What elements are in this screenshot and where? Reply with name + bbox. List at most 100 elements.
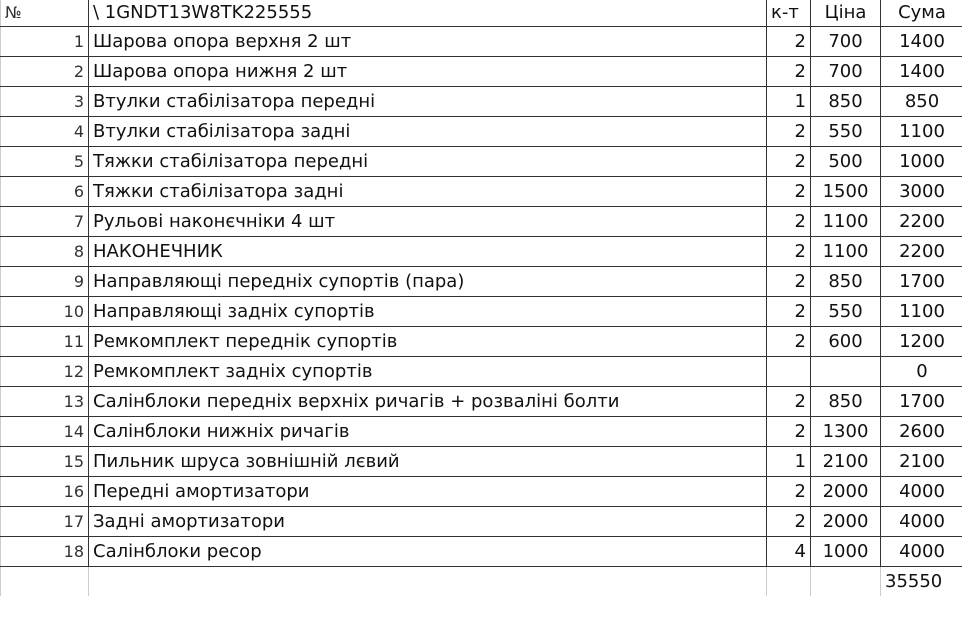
price-cell[interactable]: [810, 355, 881, 387]
row-number-cell[interactable]: 2: [0, 55, 89, 87]
quantity-cell[interactable]: 1: [766, 445, 811, 477]
part-name-cell[interactable]: Тяжки стабілізатора задні: [88, 175, 767, 207]
empty-cell[interactable]: [0, 565, 89, 596]
sum-cell[interactable]: 0: [880, 355, 962, 387]
row-number-cell[interactable]: 5: [0, 145, 89, 177]
total-sum-cell[interactable]: 35550: [880, 565, 962, 596]
row-number-cell[interactable]: 12: [0, 355, 89, 387]
price-cell[interactable]: 1300: [810, 415, 881, 447]
sum-cell[interactable]: 1700: [880, 265, 962, 297]
quantity-cell[interactable]: 2: [766, 415, 811, 447]
row-number-cell[interactable]: 4: [0, 115, 89, 147]
part-name-cell[interactable]: Задні амортизатори: [88, 505, 767, 537]
price-cell[interactable]: 1100: [810, 205, 881, 237]
price-cell[interactable]: 2000: [810, 505, 881, 537]
quantity-cell[interactable]: 2: [766, 115, 811, 147]
row-number-cell[interactable]: 7: [0, 205, 89, 237]
part-name-cell[interactable]: Передні амортизатори: [88, 475, 767, 507]
quantity-cell[interactable]: 4: [766, 535, 811, 567]
quantity-cell[interactable]: 2: [766, 505, 811, 537]
quantity-cell[interactable]: 2: [766, 145, 811, 177]
header-price[interactable]: Ціна: [810, 0, 881, 27]
price-cell[interactable]: 700: [810, 25, 881, 57]
sum-cell[interactable]: 1100: [880, 115, 962, 147]
sum-cell[interactable]: 850: [880, 85, 962, 117]
empty-cell[interactable]: [88, 565, 767, 596]
sum-cell[interactable]: 1200: [880, 325, 962, 357]
header-sum[interactable]: Сума: [880, 0, 962, 27]
sum-cell[interactable]: 2200: [880, 235, 962, 267]
sum-cell[interactable]: 1100: [880, 295, 962, 327]
row-number-cell[interactable]: 16: [0, 475, 89, 507]
price-cell[interactable]: 1500: [810, 175, 881, 207]
price-cell[interactable]: 1000: [810, 535, 881, 567]
quantity-cell[interactable]: 2: [766, 175, 811, 207]
header-vin[interactable]: \ 1GNDT13W8TK225555: [88, 0, 767, 27]
price-cell[interactable]: 1100: [810, 235, 881, 267]
price-cell[interactable]: 2100: [810, 445, 881, 477]
quantity-cell[interactable]: 2: [766, 265, 811, 297]
part-name-cell[interactable]: Салінблоки передніх верхніх ричагів + ро…: [88, 385, 767, 417]
quantity-cell[interactable]: 2: [766, 475, 811, 507]
row-number-cell[interactable]: 14: [0, 415, 89, 447]
part-name-cell[interactable]: Втулки стабілізатора передні: [88, 85, 767, 117]
empty-cell[interactable]: [810, 565, 881, 596]
header-qty[interactable]: к-т: [766, 0, 811, 27]
part-name-cell[interactable]: Пильник шруса зовнішній лєвий: [88, 445, 767, 477]
part-name-cell[interactable]: Шарова опора верхня 2 шт: [88, 25, 767, 57]
row-number-cell[interactable]: 1: [0, 25, 89, 57]
part-name-cell[interactable]: Втулки стабілізатора задні: [88, 115, 767, 147]
price-cell[interactable]: 850: [810, 85, 881, 117]
row-number-cell[interactable]: 3: [0, 85, 89, 117]
quantity-cell[interactable]: 2: [766, 25, 811, 57]
row-number-cell[interactable]: 13: [0, 385, 89, 417]
part-name-cell[interactable]: Направляющі передніх супортів (пара): [88, 265, 767, 297]
price-cell[interactable]: 850: [810, 265, 881, 297]
header-no[interactable]: №: [0, 0, 89, 27]
quantity-cell[interactable]: 2: [766, 325, 811, 357]
row-number-cell[interactable]: 18: [0, 535, 89, 567]
sum-cell[interactable]: 1700: [880, 385, 962, 417]
quantity-cell[interactable]: 2: [766, 295, 811, 327]
quantity-cell[interactable]: 2: [766, 205, 811, 237]
empty-cell[interactable]: [766, 565, 811, 596]
price-cell[interactable]: 500: [810, 145, 881, 177]
quantity-cell[interactable]: 2: [766, 235, 811, 267]
quantity-cell[interactable]: 2: [766, 385, 811, 417]
sum-cell[interactable]: 2200: [880, 205, 962, 237]
price-cell[interactable]: 550: [810, 295, 881, 327]
row-number-cell[interactable]: 11: [0, 325, 89, 357]
row-number-cell[interactable]: 6: [0, 175, 89, 207]
part-name-cell[interactable]: Салінблоки нижніх ричагів: [88, 415, 767, 447]
part-name-cell[interactable]: Салінблоки ресор: [88, 535, 767, 567]
part-name-cell[interactable]: Ремкомплект задніх супортів: [88, 355, 767, 387]
row-number-cell[interactable]: 9: [0, 265, 89, 297]
price-cell[interactable]: 850: [810, 385, 881, 417]
quantity-cell[interactable]: 1: [766, 85, 811, 117]
sum-cell[interactable]: 2600: [880, 415, 962, 447]
sum-cell[interactable]: 1400: [880, 55, 962, 87]
quantity-cell[interactable]: [766, 355, 811, 387]
sum-cell[interactable]: 3000: [880, 175, 962, 207]
row-number-cell[interactable]: 17: [0, 505, 89, 537]
row-number-cell[interactable]: 15: [0, 445, 89, 477]
sum-cell[interactable]: 1400: [880, 25, 962, 57]
part-name-cell[interactable]: Шарова опора нижня 2 шт: [88, 55, 767, 87]
price-cell[interactable]: 700: [810, 55, 881, 87]
part-name-cell[interactable]: Ремкомплект переднік супортів: [88, 325, 767, 357]
part-name-cell[interactable]: Направляющі задніх супортів: [88, 295, 767, 327]
sum-cell[interactable]: 1000: [880, 145, 962, 177]
part-name-cell[interactable]: Тяжки стабілізатора передні: [88, 145, 767, 177]
sum-cell[interactable]: 4000: [880, 475, 962, 507]
price-cell[interactable]: 600: [810, 325, 881, 357]
sum-cell[interactable]: 4000: [880, 535, 962, 567]
part-name-cell[interactable]: Рульові наконєчніки 4 шт: [88, 205, 767, 237]
part-name-cell[interactable]: НАКОНЕЧНИК: [88, 235, 767, 267]
row-number-cell[interactable]: 8: [0, 235, 89, 267]
sum-cell[interactable]: 4000: [880, 505, 962, 537]
price-cell[interactable]: 2000: [810, 475, 881, 507]
price-cell[interactable]: 550: [810, 115, 881, 147]
sum-cell[interactable]: 2100: [880, 445, 962, 477]
row-number-cell[interactable]: 10: [0, 295, 89, 327]
quantity-cell[interactable]: 2: [766, 55, 811, 87]
